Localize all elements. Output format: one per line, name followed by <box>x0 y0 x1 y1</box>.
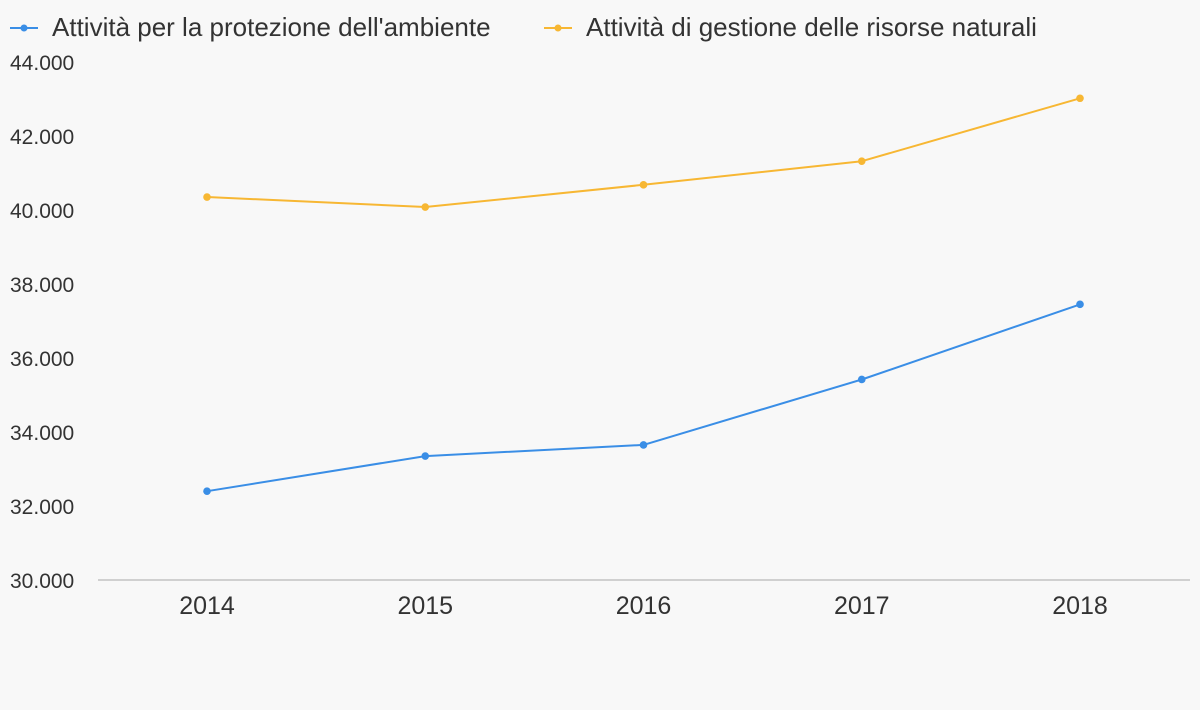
data-point[interactable] <box>421 203 430 211</box>
y-tick-label: 36.000 <box>10 348 74 371</box>
y-tick-label: 40.000 <box>10 200 74 223</box>
series-1 <box>203 300 1084 496</box>
legend: Attività per la protezione dell'ambiente… <box>10 12 1037 42</box>
legend-item-gestione: Attività di gestione delle risorse natur… <box>544 12 1037 42</box>
legend-swatch-marker <box>20 24 28 32</box>
legend-item-protezione: Attività per la protezione dell'ambiente <box>10 12 491 42</box>
data-point[interactable] <box>203 487 211 496</box>
legend-label-gestione: Attività di gestione delle risorse natur… <box>586 12 1037 42</box>
x-tick-label: 2015 <box>397 592 453 620</box>
y-tick-label: 30.000 <box>10 570 74 593</box>
series-line <box>206 97 1081 208</box>
data-point[interactable] <box>857 375 866 384</box>
data-point[interactable] <box>203 193 211 201</box>
data-point[interactable] <box>421 452 430 460</box>
data-point[interactable] <box>639 181 648 189</box>
legend-label-protezione: Attività per la protezione dell'ambiente <box>52 12 491 42</box>
x-axis: 2014 2015 2016 2017 2018 <box>98 579 1190 620</box>
y-tick-label: 42.000 <box>10 126 74 149</box>
x-tick-label: 2016 <box>616 592 672 620</box>
data-point[interactable] <box>857 157 866 165</box>
y-tick-label: 38.000 <box>10 274 74 297</box>
y-tick-label: 34.000 <box>10 422 74 445</box>
y-axis: 30.000 32.000 34.000 36.000 38.000 40.000 42.0… <box>10 52 74 593</box>
x-tick-label: 2018 <box>1052 592 1108 620</box>
data-point[interactable] <box>1076 94 1084 103</box>
y-tick-label: 44.000 <box>10 52 74 75</box>
legend-swatch-marker <box>554 24 562 32</box>
data-point[interactable] <box>1076 300 1084 309</box>
plot-area <box>203 94 1084 496</box>
series-2 <box>203 94 1084 211</box>
data-point[interactable] <box>639 441 648 449</box>
series-line <box>206 303 1081 493</box>
y-tick-label: 32.000 <box>10 496 74 519</box>
x-tick-label: 2014 <box>179 592 235 620</box>
x-tick-label: 2017 <box>834 592 890 620</box>
